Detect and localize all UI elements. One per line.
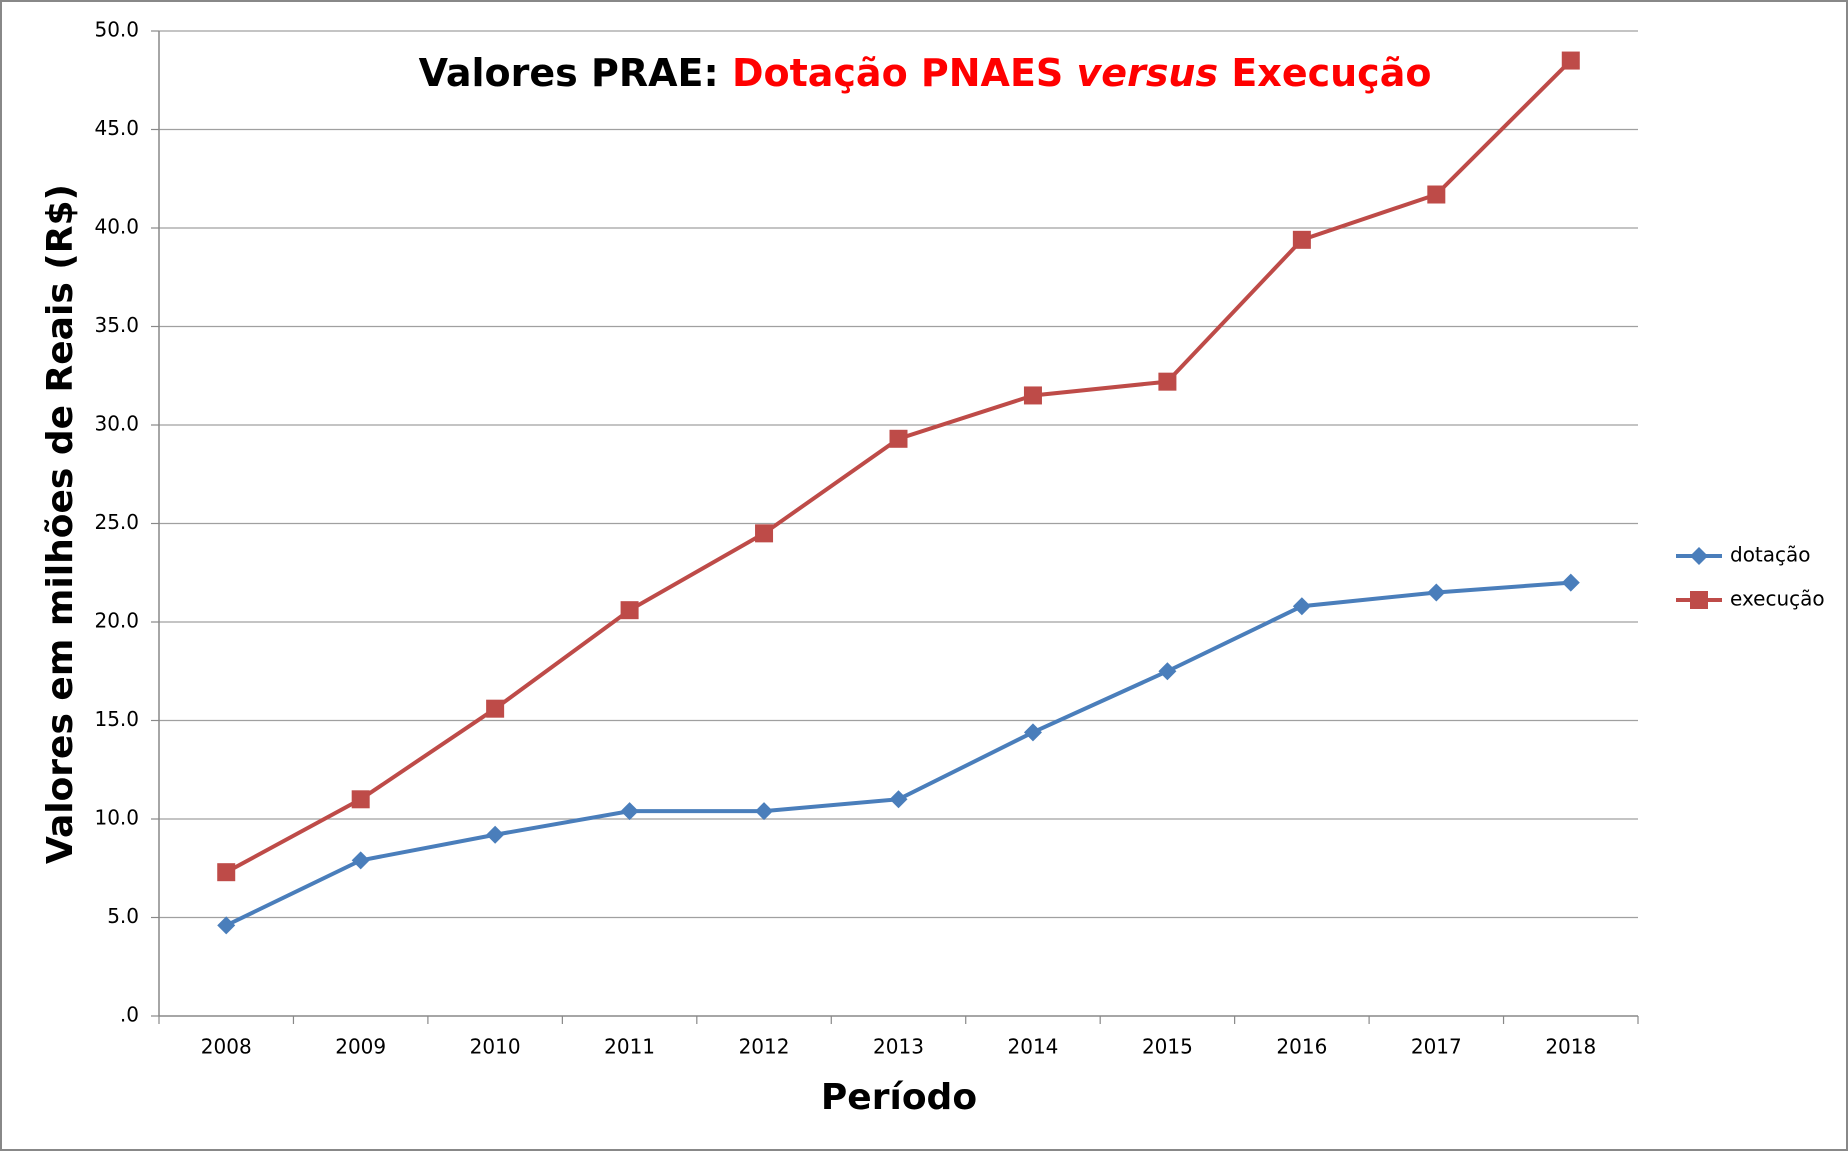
y-tick-label: 40.0 — [94, 215, 139, 239]
x-tick-label: 2014 — [1008, 1035, 1059, 1059]
y-tick-label: 5.0 — [107, 904, 139, 928]
y-tick-label: 50.0 — [94, 18, 139, 42]
y-tick-label: 35.0 — [94, 313, 139, 337]
marker — [351, 851, 370, 870]
marker — [889, 429, 908, 448]
marker — [1158, 662, 1177, 681]
x-tick-label: 2016 — [1276, 1035, 1327, 1059]
marker — [620, 802, 639, 821]
marker — [1023, 386, 1042, 405]
x-tick-label: 2017 — [1411, 1035, 1462, 1059]
x-axis-label: Período — [821, 1077, 977, 1118]
y-tick-label: 20.0 — [94, 609, 139, 633]
marker — [1158, 372, 1177, 391]
marker — [1292, 230, 1311, 249]
marker — [1561, 51, 1580, 70]
legend-label: execução — [1730, 587, 1825, 611]
legend-label: dotação — [1730, 543, 1811, 567]
marker — [1690, 591, 1708, 609]
marker — [351, 790, 370, 809]
chart-title: Valores PRAE: Dotação PNAES versus Execu… — [419, 51, 1432, 95]
y-tick-label: 15.0 — [94, 707, 139, 731]
x-tick-label: 2012 — [739, 1035, 790, 1059]
title-part: Valores PRAE: — [419, 51, 719, 95]
marker — [217, 863, 236, 882]
y-tick-label: .0 — [120, 1003, 139, 1027]
x-tick-label: 2010 — [470, 1035, 521, 1059]
x-tick-label: 2008 — [201, 1035, 252, 1059]
marker — [486, 825, 505, 844]
x-tick-label: 2011 — [604, 1035, 655, 1059]
y-tick-label: 30.0 — [94, 412, 139, 436]
marker — [1561, 573, 1580, 592]
title-part: versus — [1077, 51, 1219, 95]
marker — [217, 916, 236, 935]
x-tick-label: 2018 — [1545, 1035, 1596, 1059]
x-tick-label: 2013 — [873, 1035, 924, 1059]
x-tick-label: 2015 — [1142, 1035, 1193, 1059]
marker — [1690, 547, 1708, 565]
title-part: Execução — [1231, 51, 1431, 95]
marker — [1023, 723, 1042, 742]
marker — [755, 524, 774, 543]
y-axis-label: Valores em milhões de Reais (R$) — [40, 184, 81, 864]
marker — [1292, 597, 1311, 616]
y-tick-label: 45.0 — [94, 116, 139, 140]
x-tick-label: 2009 — [335, 1035, 386, 1059]
title-part: Dotação PNAES — [732, 51, 1063, 95]
y-tick-label: 10.0 — [94, 806, 139, 830]
marker — [755, 802, 774, 821]
marker — [620, 601, 639, 620]
marker — [889, 790, 908, 809]
y-tick-label: 25.0 — [94, 510, 139, 534]
marker — [1427, 583, 1446, 602]
marker — [486, 699, 505, 718]
marker — [1427, 185, 1446, 204]
